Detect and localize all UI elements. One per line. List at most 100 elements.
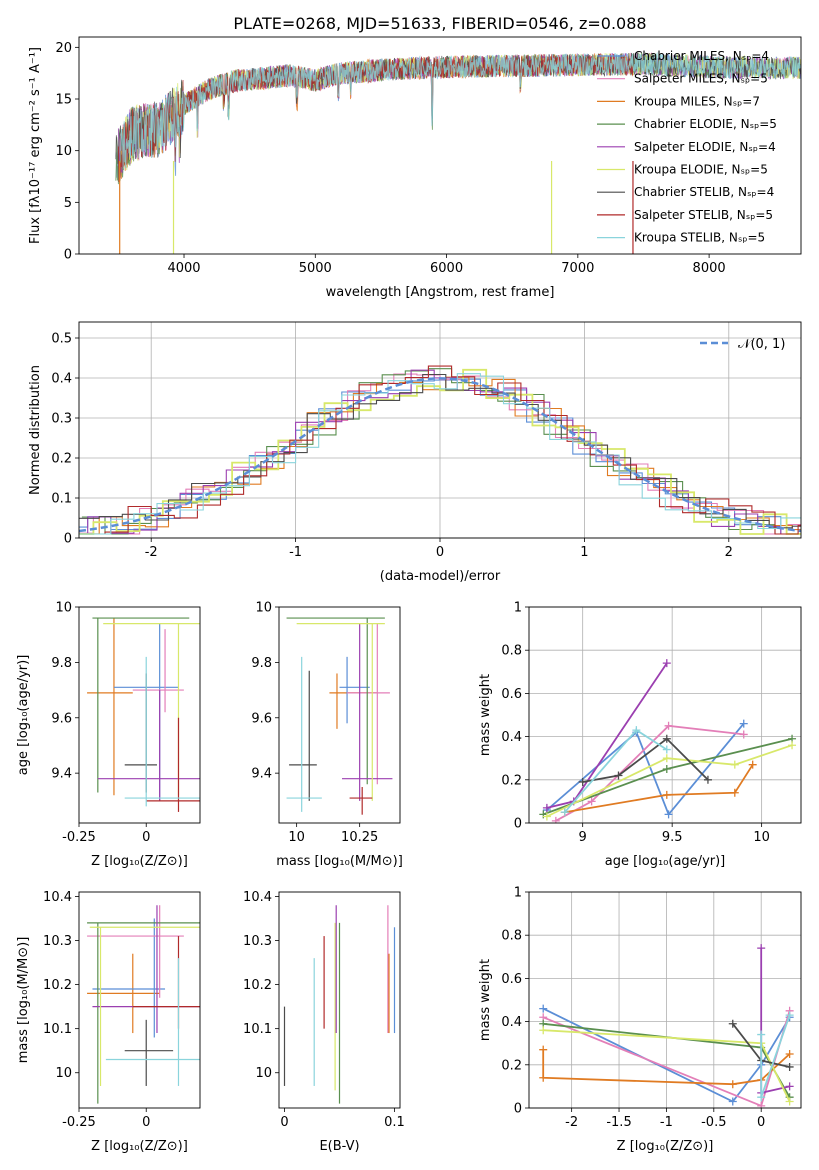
histogram-legend: 𝒩(0, 1) <box>700 337 785 352</box>
x-tick-label: -1 <box>660 1115 673 1130</box>
legend-label: Chabrier ELODIE, Nₛₚ=5 <box>634 117 777 131</box>
axes-frame <box>78 321 802 539</box>
y-tick-label: 10 <box>55 601 72 616</box>
x-tick-label: 0 <box>142 830 150 845</box>
y-tick-label: 0.8 <box>501 929 522 944</box>
mass-vs-extinction-panel: 0 0.1 10 10.1 10.2 10.3 10.4 E(B-V) <box>243 890 405 1154</box>
y-tick-label: 0 <box>514 817 522 832</box>
y-tick-label: 0.3 <box>51 412 72 427</box>
x-tick-label: 4000 <box>167 261 200 276</box>
x-tick-label: 10 <box>753 830 770 845</box>
residual-histogram <box>81 365 801 535</box>
mass-weight-marker <box>785 1062 794 1071</box>
axes-frame <box>78 606 201 824</box>
y-tick-label: 10 <box>55 1066 72 1081</box>
y-tick-label: 9.4 <box>251 767 272 782</box>
y-tick-label: 10.4 <box>43 890 72 905</box>
age-vs-metallicity-panel: -0.25 0 9.4 9.6 9.8 10 Z [log₁₀(Z/Z⊙)] age [log… <box>16 601 201 869</box>
x-tick-label: 2 <box>725 545 733 560</box>
legend-label: Salpeter MILES, Nₛₚ=5 <box>634 72 768 86</box>
mass-weight-line <box>546 744 793 818</box>
y-tick-label: 10.1 <box>243 1022 272 1037</box>
x-tick-label: -0.25 <box>62 830 96 845</box>
legend-label: Chabrier MILES, Nₛₚ=4 <box>634 49 769 63</box>
legend-label: Chabrier STELIB, Nₛₚ=4 <box>634 185 774 199</box>
y-tick-label: 0.2 <box>51 452 72 467</box>
mass-weight-marker <box>542 803 551 812</box>
y-tick-label: 10 <box>255 601 272 616</box>
y-tick-label: 9.6 <box>251 711 272 726</box>
residual-histogram <box>79 373 801 529</box>
mass-weight-marker <box>662 745 671 754</box>
spectrum-panel: 4000 5000 6000 7000 8000 0 5 10 15 20 wavelength [… <box>28 36 802 300</box>
x-tick-label: -0.5 <box>701 1115 726 1130</box>
y-tick-label: 0.8 <box>501 644 522 659</box>
x-axis-label: mass [log₁₀(M/M⊙)] <box>276 854 403 869</box>
y-axis-label: Normed distribution <box>28 365 43 495</box>
x-tick-label: 0.1 <box>384 1115 405 1130</box>
mass-weight-marker <box>587 797 596 806</box>
y-tick-label: 10.1 <box>43 1022 72 1037</box>
x-tick-label: -0.25 <box>62 1115 96 1130</box>
y-tick-label: 0.2 <box>501 1058 522 1073</box>
axes-frame <box>78 36 802 255</box>
legend-label: Salpeter ELODIE, Nₛₚ=4 <box>634 140 776 154</box>
mass-weight-marker <box>662 754 671 763</box>
x-tick-label: 9 <box>579 830 587 845</box>
mass-weight-marker <box>788 741 797 750</box>
residual-histogram <box>79 373 801 535</box>
spectrum-legend: Chabrier MILES, Nₛₚ=4 Salpeter MILES, Nₛₚ… <box>597 49 777 245</box>
grid-layer <box>79 322 801 539</box>
x-tick-label: -2 <box>565 1115 578 1130</box>
mass-weight-marker <box>748 760 757 769</box>
normal-curve <box>79 377 801 533</box>
legend-label: Kroupa STELIB, Nₛₚ=5 <box>634 231 765 245</box>
y-axis-label: mass weight <box>478 959 493 1041</box>
y-tick-label: 0.4 <box>501 1015 522 1030</box>
x-tick-label: 0 <box>142 1115 150 1130</box>
y-tick-label: 9.8 <box>251 656 272 671</box>
x-tick-label: -1.5 <box>606 1115 631 1130</box>
x-tick-label: 1 <box>580 545 588 560</box>
y-axis-label: mass weight <box>478 674 493 756</box>
y-tick-label: 10.2 <box>43 978 72 993</box>
x-axis-label: Z [log₁₀(Z/Z⊙)] <box>617 1139 714 1154</box>
plot-layer <box>87 905 200 1104</box>
x-axis-label: E(B-V) <box>319 1139 359 1154</box>
x-tick-label: 7000 <box>561 261 594 276</box>
mass-weight-marker <box>730 788 739 797</box>
mass-weight-marker <box>785 1082 794 1091</box>
x-axis-label: Z [log₁₀(Z/Z⊙)] <box>91 1139 188 1154</box>
legend-label: 𝒩(0, 1) <box>738 337 785 352</box>
y-tick-label: 1 <box>514 886 522 901</box>
mass-weight-marker <box>539 1073 548 1082</box>
x-tick-label: 5000 <box>299 261 332 276</box>
y-tick-label: 0 <box>64 248 72 263</box>
mass-weight-marker <box>757 944 766 953</box>
mass-weight-marker <box>785 1097 794 1106</box>
y-tick-label: 9.4 <box>51 767 72 782</box>
grid-layer <box>529 891 801 1109</box>
x-axis-label: (data-model)/error <box>380 569 501 584</box>
plot-layer <box>115 51 801 254</box>
mass-weight-marker <box>614 771 623 780</box>
mass-weight-line <box>555 724 744 822</box>
y-tick-label: 0.2 <box>501 773 522 788</box>
axes-frame <box>278 606 401 824</box>
y-tick-label: 0 <box>64 532 72 547</box>
plot-layer <box>283 905 396 1104</box>
mass-weight-marker <box>785 1050 794 1058</box>
mass-weight-marker <box>539 1026 548 1035</box>
residual-histogram-panel: -2 -1 0 1 2 0 0.1 0.2 0.3 0.4 0.5 (data-model)/erro… <box>28 321 802 584</box>
spectrum-line <box>120 51 801 169</box>
plot-layer <box>539 944 794 1108</box>
mass-weight-marker <box>664 810 673 819</box>
mass-weight-marker <box>539 1045 548 1054</box>
mass-weight-line <box>564 764 754 814</box>
mass-weight-marker <box>728 1097 737 1106</box>
mass-vs-metallicity-panel: -0.25 0 10 10.1 10.2 10.3 10.4 Z [log₁₀(Z/Z⊙)] m… <box>16 890 201 1154</box>
y-tick-label: 0.6 <box>501 972 522 987</box>
mass-weight-marker <box>728 1080 737 1089</box>
x-axis-label: wavelength [Angstrom, rest frame] <box>326 285 555 300</box>
